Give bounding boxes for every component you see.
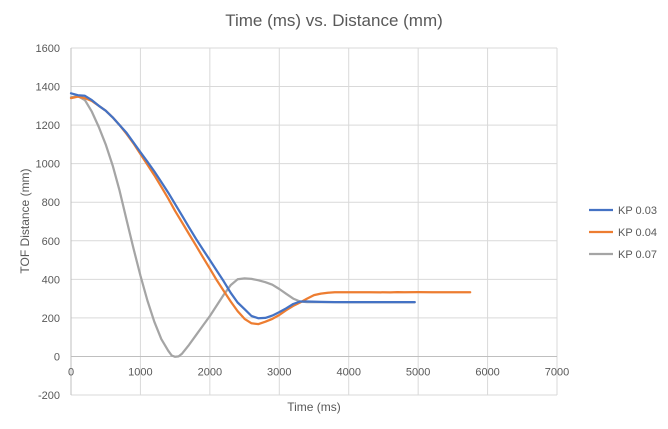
- x-tick-label: 2000: [198, 366, 222, 378]
- x-tick-label: 3000: [267, 366, 291, 378]
- y-tick-label: -200: [38, 390, 60, 402]
- y-tick-labels: -200 0 200 400 600 800 1000 1200 1400 1600: [36, 43, 60, 402]
- y-tick-label: 1600: [36, 43, 60, 55]
- y-tick-label: 800: [42, 197, 60, 209]
- y-tick-label: 0: [54, 351, 60, 363]
- chart-title: Time (ms) vs. Distance (mm): [225, 11, 443, 30]
- legend-label-kp-0-03: KP 0.03: [618, 205, 657, 217]
- x-tick-label: 1000: [128, 366, 152, 378]
- legend: KP 0.03 KP 0.04 KP 0.07: [589, 205, 657, 261]
- y-tick-label: 1000: [36, 159, 60, 171]
- x-tick-label: 4000: [336, 366, 360, 378]
- gridlines: [70, 47, 558, 396]
- x-tick-label: 7000: [545, 366, 569, 378]
- legend-label-kp-0-04: KP 0.04: [618, 227, 657, 239]
- y-tick-label: 1200: [36, 120, 60, 132]
- x-tick-labels: 0 1000 2000 3000 4000 5000 6000 7000: [68, 366, 569, 378]
- x-tick-label: 0: [68, 366, 74, 378]
- legend-label-kp-0-07: KP 0.07: [618, 249, 657, 261]
- x-tick-label: 5000: [406, 366, 430, 378]
- y-tick-label: 600: [42, 236, 60, 248]
- series-layer: [69, 92, 472, 358]
- x-tick-label: 6000: [475, 366, 499, 378]
- y-tick-label: 1400: [36, 82, 60, 94]
- y-tick-label: 400: [42, 274, 60, 286]
- series-line-kp-0-03: [69, 92, 416, 320]
- series-line-kp-0-04: [69, 95, 472, 326]
- x-axis-title: Time (ms): [287, 400, 341, 414]
- y-axis-title: TOF Distance (mm): [18, 168, 32, 273]
- y-tick-label: 200: [42, 313, 60, 325]
